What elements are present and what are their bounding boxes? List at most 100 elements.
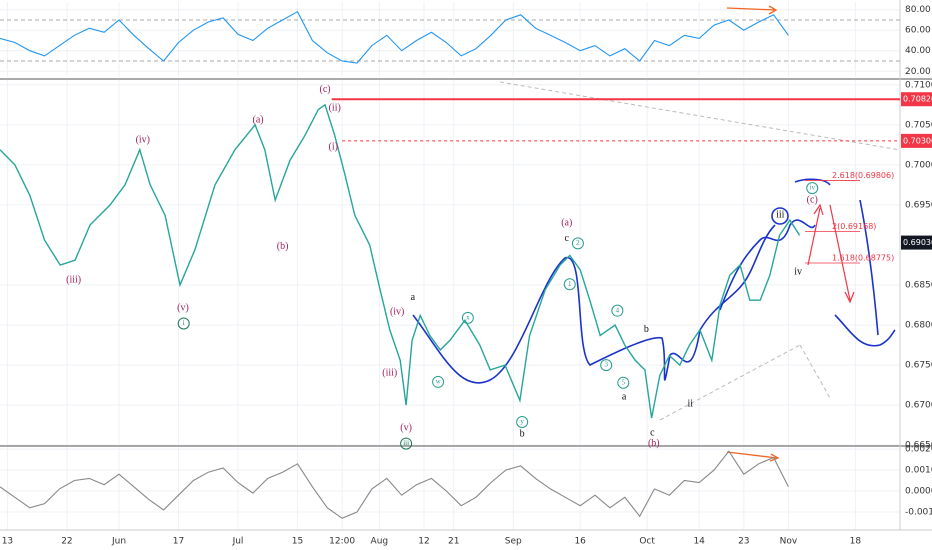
wave-label: (i) <box>328 142 337 153</box>
wave-label-circle <box>571 237 584 250</box>
y-tick-label: 60.00 <box>905 26 931 36</box>
y-tick-label: 20.00 <box>905 67 931 77</box>
wave-label: (b) <box>277 241 289 252</box>
grid <box>0 2 900 530</box>
rsi-line <box>0 10 789 64</box>
y-tick-label: 0.70500 <box>905 120 932 130</box>
wave-label: b <box>520 428 525 439</box>
y-tick-label: 0.68500 <box>905 281 932 291</box>
price-label-box <box>901 133 932 148</box>
x-tick-label: 13 <box>2 537 13 547</box>
wave-label: (iii) <box>66 275 81 286</box>
x-tick-label: 17 <box>173 537 184 547</box>
wave-label: (v) <box>177 303 189 314</box>
x-tick-label: 14 <box>693 537 705 547</box>
wave-label: x <box>466 313 470 321</box>
trend-line <box>799 344 831 399</box>
x-tick-label: Nov <box>780 537 798 547</box>
y-tick-label: 0.67500 <box>905 361 932 371</box>
wave-label: iii <box>403 439 409 447</box>
wave-projection <box>794 178 831 186</box>
wave-label: (b) <box>648 438 660 449</box>
x-tick-label: 18 <box>850 537 862 547</box>
y-tick-label: 0.00100 <box>905 466 932 476</box>
wave-label: a <box>411 292 416 303</box>
wave-label: 3 <box>604 361 608 369</box>
wave-label: 5 <box>622 378 626 386</box>
x-tick-label: 16 <box>574 537 586 547</box>
fib-label: 2(0.69168) <box>832 222 876 231</box>
wave-label-circle <box>563 278 576 291</box>
wave-label: (v) <box>400 423 412 434</box>
y-tick-label: 0.00200 <box>905 445 932 455</box>
wave-label: (iv) <box>390 307 404 318</box>
wave-projection <box>859 199 879 336</box>
wave-label: 1 <box>568 280 572 288</box>
wave-label-circle <box>611 304 624 317</box>
wave-circle <box>771 207 789 225</box>
wave-label: iv <box>794 267 802 278</box>
x-tick-label: Jun <box>111 537 126 547</box>
fib-label: 2.618(0.69806) <box>832 171 894 180</box>
x-tick-label: 15 <box>292 537 303 547</box>
wave-label-circle <box>600 359 613 372</box>
wave-label: 4 <box>616 306 620 314</box>
wave-label: iii <box>776 210 785 221</box>
x-tick-label: Aug <box>371 537 389 547</box>
x-tick-label: 22 <box>61 537 72 547</box>
y-tick-label: 0.70000 <box>905 160 932 170</box>
last-price-label: 0.69030 <box>903 238 932 247</box>
wave-label: (a) <box>253 114 264 125</box>
x-tick-label: 12 <box>418 537 429 547</box>
y-tick-label: -0.00100 <box>905 507 932 517</box>
wave-label: y <box>520 418 524 426</box>
y-tick-label: 80.00 <box>905 5 931 15</box>
divergence-arrow <box>726 451 780 462</box>
wave-label-circle <box>516 415 529 428</box>
wave-label: (a) <box>561 218 572 229</box>
arrow <box>829 204 855 304</box>
wave-label-circle <box>617 376 630 389</box>
wave-label: i <box>183 319 185 327</box>
wave-label-circle <box>461 311 474 324</box>
wave-label: (iv) <box>136 134 150 145</box>
y-tick-label: 0.67000 <box>905 401 932 411</box>
wave-label: a <box>622 391 627 402</box>
arrow <box>807 203 824 266</box>
wave-label-circle <box>400 437 413 450</box>
y-tick-label: 0.71000 <box>905 80 932 90</box>
x-tick-label: 21 <box>448 537 459 547</box>
wave-label: ii <box>687 399 693 410</box>
wave-projection <box>719 219 816 311</box>
wave-label: w <box>436 378 442 386</box>
wave-label: (iii) <box>382 367 397 378</box>
wave-label: (ii) <box>329 102 341 113</box>
wave-label: c <box>565 233 570 244</box>
wave-label: (c) <box>319 84 330 95</box>
wave-label: (c) <box>807 194 818 205</box>
trend-line <box>659 344 801 421</box>
y-tick-label: 40.00 <box>905 46 931 56</box>
wave-label-circle <box>806 182 819 195</box>
x-tick-label: 12:00 <box>329 537 355 547</box>
y-tick-label: 0.00000 <box>905 487 932 497</box>
price-line <box>0 103 801 419</box>
price-label-box <box>901 92 932 107</box>
wave-projection <box>834 314 896 347</box>
fib-label: 1.618(0.68775) <box>832 254 894 263</box>
x-tick-label: Sep <box>505 537 522 547</box>
y-tick-label: 0.69500 <box>905 200 932 210</box>
x-tick-label: Jul <box>232 537 244 547</box>
wave-label: c <box>650 427 655 438</box>
macd-line <box>0 450 789 519</box>
wave-label-circle <box>177 317 190 330</box>
x-tick-label: Oct <box>639 537 655 547</box>
wave-label: 2 <box>576 239 580 247</box>
trend-line <box>499 81 901 151</box>
divergence-arrow <box>726 5 778 15</box>
y-tick-label: 0.68000 <box>905 321 932 331</box>
